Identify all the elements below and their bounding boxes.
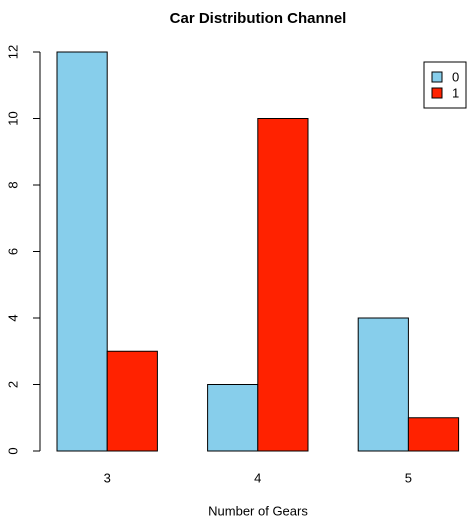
bar [407,417,460,452]
bar [106,350,158,452]
bar [257,118,309,452]
y-tick-label: 2 [5,381,20,388]
x-tick-label: 4 [254,470,261,485]
y-tick-label: 12 [5,45,20,59]
y-tick-label: 8 [5,181,20,188]
legend-label: 0 [452,69,459,84]
legend-swatch [431,71,443,83]
x-axis-label: Number of Gears [208,503,308,518]
x-tick-label: 5 [405,470,412,485]
legend-swatch [431,87,443,99]
y-tick-label: 6 [5,248,20,255]
bar [207,384,259,452]
x-tick-label: 3 [104,470,111,485]
y-tick-label: 0 [5,447,20,454]
legend-box [423,61,467,109]
bar [357,317,409,452]
bar [56,51,108,452]
legend-label: 1 [452,85,459,100]
y-tick-label: 10 [5,111,20,125]
chart-title: Car Distribution Channel [170,10,347,27]
y-tick-label: 4 [5,314,20,321]
